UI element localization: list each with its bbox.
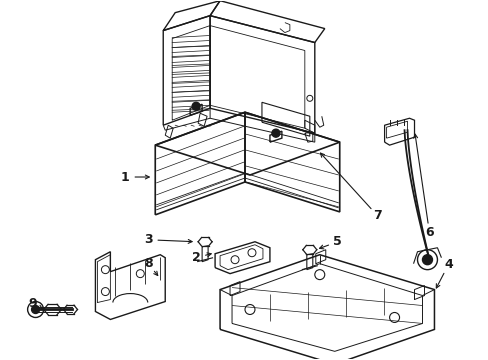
Circle shape [422,255,431,265]
Circle shape [271,129,279,137]
Text: 3: 3 [143,233,152,246]
Text: 5: 5 [333,235,342,248]
Circle shape [32,306,40,314]
Text: 2: 2 [191,251,200,264]
Text: 4: 4 [443,258,452,271]
Text: 9: 9 [28,297,37,310]
Text: 1: 1 [121,171,129,184]
Text: 7: 7 [372,210,381,222]
Text: 6: 6 [424,226,433,239]
Text: 8: 8 [143,257,152,270]
Circle shape [192,102,200,110]
